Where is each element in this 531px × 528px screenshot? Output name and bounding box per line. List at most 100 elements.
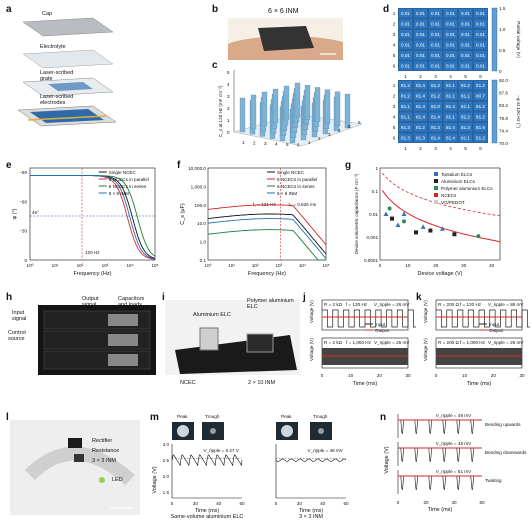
d-cell-value: 81.2 bbox=[401, 93, 410, 98]
g-tantalum-point bbox=[383, 211, 389, 216]
d-cell bbox=[413, 60, 428, 71]
i-label-inm: 2 × 10 INM bbox=[248, 380, 276, 386]
n-input-line bbox=[398, 475, 482, 491]
c-bar bbox=[344, 93, 351, 129]
f-xlabel: Frequency (Hz) bbox=[248, 271, 286, 277]
d-cell-value: 81.6 bbox=[476, 125, 485, 130]
g-polymer-point bbox=[402, 219, 406, 224]
d-cell bbox=[473, 101, 488, 112]
d-cell-value: 0.01 bbox=[446, 53, 455, 58]
d-cell-value: 0.01 bbox=[476, 32, 485, 37]
h-label-control: Control source bbox=[8, 330, 26, 342]
g-xtick: 20 bbox=[433, 263, 439, 268]
d-grid-bg bbox=[398, 80, 488, 143]
g-legend-label: NCECs bbox=[441, 193, 457, 198]
electrodes-layer bbox=[17, 105, 117, 127]
g-legend-swatch bbox=[434, 193, 438, 197]
d-cell bbox=[473, 111, 488, 122]
d-cell bbox=[413, 18, 428, 29]
filter-xtick: 10 bbox=[462, 373, 468, 378]
panel-label-d: d bbox=[383, 4, 390, 15]
d-cell bbox=[473, 18, 488, 29]
f-series-line bbox=[207, 204, 327, 246]
m-xtick: 40 bbox=[216, 501, 222, 506]
panel-a-exploded-view bbox=[17, 17, 117, 127]
input-dense-wave bbox=[436, 348, 522, 365]
d-axis-tick: 5 bbox=[464, 74, 467, 79]
d-cell-value: 0.01 bbox=[476, 11, 485, 16]
d-cell bbox=[443, 29, 458, 40]
g-aluminium-point bbox=[428, 228, 433, 233]
g-ncec-dashed-line bbox=[382, 172, 501, 217]
filter-ylabel: Voltage (V) bbox=[423, 300, 428, 323]
d-cell bbox=[428, 8, 443, 19]
d-cell bbox=[428, 60, 443, 71]
d-cell-value: 81.1 bbox=[461, 135, 470, 140]
d-cell bbox=[458, 111, 473, 122]
filter-vripple: V_ripple = 88 mV bbox=[488, 302, 524, 307]
d-cell bbox=[443, 8, 458, 19]
d-cell-value: 0.01 bbox=[431, 21, 440, 26]
m-xlabel: Time (ms) bbox=[299, 508, 324, 514]
d-cell-value: 0.01 bbox=[416, 21, 425, 26]
panel-label-c: c bbox=[212, 60, 218, 71]
f-xtick: 10⁴ bbox=[299, 263, 306, 268]
filter-r: R = 2 kΩ bbox=[324, 302, 343, 307]
m-voltage-line bbox=[275, 458, 347, 462]
d-axis-tick: 2 bbox=[419, 146, 422, 151]
d-axis-tick: 3 bbox=[393, 32, 396, 37]
filter-r: R = 200 Ω bbox=[438, 302, 459, 307]
m-ytick: 3.0 bbox=[163, 442, 170, 447]
g-ytick: 0.1 bbox=[372, 189, 379, 194]
d-axis-tick: 6 bbox=[393, 63, 396, 68]
f-series-line bbox=[207, 218, 327, 259]
e-xtick: 10³ bbox=[102, 263, 109, 268]
n-input-line bbox=[398, 419, 482, 435]
d-axis-tick: 6 bbox=[479, 146, 482, 151]
e-xtick: 10¹ bbox=[52, 263, 59, 268]
f-ytick: 10,000.0 bbox=[188, 166, 206, 171]
m-caption-left: Same-volume aluminium ELC bbox=[171, 514, 244, 520]
legend-label: Input bbox=[375, 322, 386, 327]
d-cell bbox=[443, 18, 458, 29]
d-colorbar-tick: 74.4 bbox=[499, 128, 508, 133]
c-zlabel: C_s at 120 Hz (mF cm⁻²) bbox=[218, 85, 223, 137]
d-colorbar-tick: 87.6 bbox=[499, 91, 508, 96]
d-cell-value: 0.01 bbox=[431, 11, 440, 16]
d-cell-value: 0.01 bbox=[461, 21, 470, 26]
d-colorbar-tick: 83.2 bbox=[499, 103, 508, 108]
d-cell bbox=[398, 90, 413, 101]
m-xlabel: Time (ms) bbox=[195, 508, 220, 514]
d-cell bbox=[428, 18, 443, 29]
d-cell bbox=[413, 90, 428, 101]
n-state-label: Bending upwards bbox=[485, 422, 521, 427]
g-tantalum-point bbox=[395, 222, 401, 228]
panel-label-g: g bbox=[345, 160, 352, 171]
input-square-wave bbox=[436, 309, 530, 328]
d-cell bbox=[458, 39, 473, 50]
n-ripple-label: V_ripple = 49 mV bbox=[436, 413, 472, 418]
c-ztick: 2 bbox=[227, 106, 230, 111]
d-cell-value: 0.01 bbox=[416, 42, 425, 47]
g-legend-label: Polymer aluminium ELCs bbox=[441, 186, 493, 191]
m-led-glow bbox=[318, 428, 324, 434]
d-axis-tick: 4 bbox=[449, 74, 452, 79]
g-aluminium-point bbox=[414, 230, 418, 235]
d-cell bbox=[413, 39, 428, 50]
d-cell bbox=[398, 60, 413, 71]
g-xtick: 30 bbox=[461, 263, 467, 268]
layer-label-cap: Cap bbox=[42, 11, 53, 17]
g-tantalum-point bbox=[401, 211, 407, 216]
m-voltage-line bbox=[171, 454, 243, 467]
m-xtick: 20 bbox=[297, 501, 303, 506]
input-square-wave bbox=[322, 309, 416, 328]
c-bar bbox=[239, 97, 246, 133]
d-cell bbox=[428, 90, 443, 101]
d-cell bbox=[458, 90, 473, 101]
d-cell-value: 81.2 bbox=[431, 93, 440, 98]
n-ylabel: Voltage (V) bbox=[384, 446, 390, 473]
panel-b-title: 6 × 6 INM bbox=[268, 8, 299, 15]
d-cell bbox=[398, 8, 413, 19]
e-series-line bbox=[30, 175, 156, 260]
d-cell-value: 0.01 bbox=[401, 63, 410, 68]
